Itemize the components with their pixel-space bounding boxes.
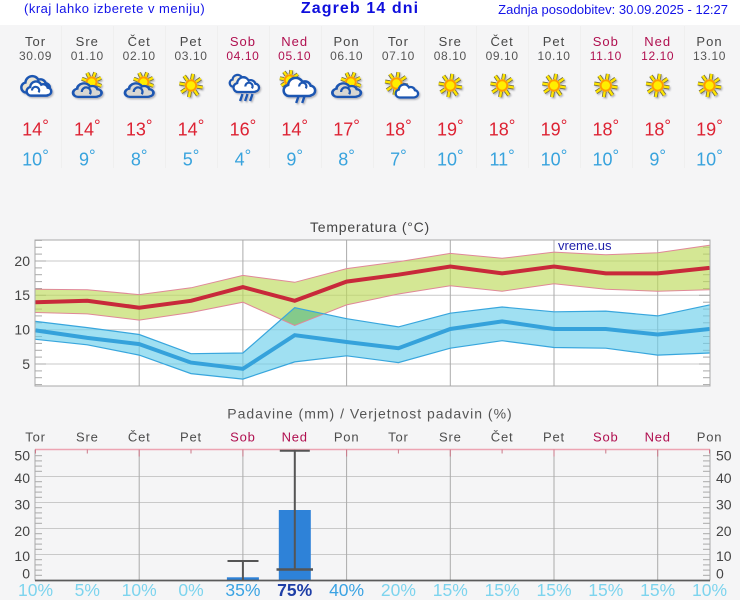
svg-text:30: 30 — [14, 496, 30, 512]
svg-text:Ned: Ned — [282, 430, 308, 445]
svg-text:50: 50 — [14, 447, 30, 463]
svg-text:Ned: Ned — [645, 430, 671, 445]
svg-text:Pet: Pet — [180, 430, 202, 445]
svg-text:Sre: Sre — [439, 430, 462, 445]
svg-text:20: 20 — [14, 523, 30, 539]
svg-text:vreme.us: vreme.us — [558, 238, 612, 253]
svg-text:30: 30 — [716, 496, 732, 512]
svg-text:10: 10 — [14, 322, 30, 338]
svg-text:5: 5 — [22, 356, 30, 372]
svg-text:Čet: Čet — [491, 430, 514, 445]
svg-text:Sre: Sre — [76, 430, 99, 445]
svg-text:Padavine (mm) / Verjetnost pad: Padavine (mm) / Verjetnost padavin (%) — [227, 405, 512, 421]
svg-text:Pon: Pon — [334, 430, 360, 445]
svg-text:Pon: Pon — [697, 430, 723, 445]
svg-text:Sob: Sob — [230, 430, 256, 445]
svg-text:40: 40 — [14, 470, 30, 486]
svg-text:10: 10 — [14, 548, 30, 564]
svg-text:Čet: Čet — [128, 430, 151, 445]
svg-text:20: 20 — [14, 253, 30, 269]
svg-text:50: 50 — [716, 447, 732, 463]
svg-text:40: 40 — [716, 470, 732, 486]
svg-text:Tor: Tor — [388, 430, 408, 445]
svg-text:15: 15 — [14, 287, 30, 303]
svg-text:10: 10 — [716, 548, 732, 564]
svg-text:Sob: Sob — [593, 430, 619, 445]
svg-text:20: 20 — [716, 523, 732, 539]
svg-text:0: 0 — [22, 565, 30, 581]
svg-text:Tor: Tor — [25, 430, 45, 445]
svg-text:Temperatura (°C): Temperatura (°C) — [310, 219, 430, 235]
svg-text:0: 0 — [716, 565, 724, 581]
svg-text:Pet: Pet — [543, 430, 565, 445]
